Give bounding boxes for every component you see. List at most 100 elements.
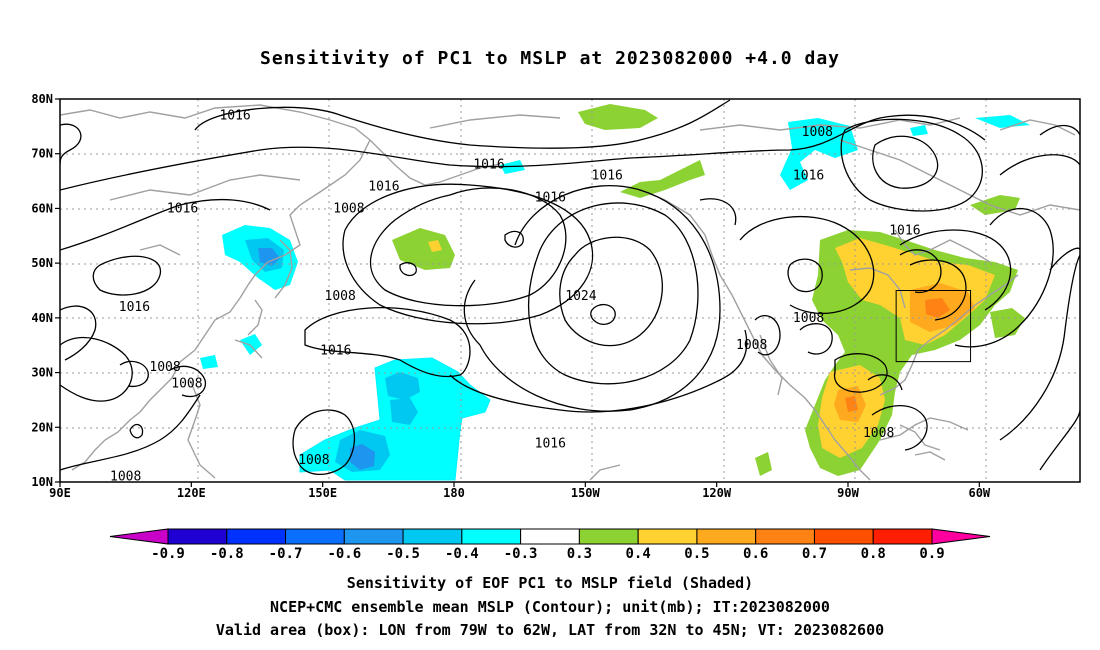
colorbar-label: -0.6 [327,546,361,562]
isobar-label: 1016 [592,169,623,184]
negative-sensitivity-core [258,248,280,266]
contour-line [1039,124,1080,136]
positive-sensitivity-region [578,104,658,130]
isobar-label: 1016 [119,300,150,315]
positive-sensitivity-region [970,195,1020,215]
contour-line [871,404,928,451]
contour-line [1039,409,1080,471]
colorbar-bin [520,528,580,545]
lat-tick-label: 50N [31,256,53,270]
colorbar-bin [872,528,933,545]
colorbar-label: -0.8 [210,546,244,562]
lat-tick-label: 20N [31,420,53,434]
negative-sensitivity-core [350,444,375,470]
isobar-label: 1008 [333,201,364,216]
contour-line [867,374,903,391]
colorbar-label: -0.4 [445,546,479,562]
colorbar-bin [461,528,522,545]
isobar-label: 1016 [219,108,250,123]
lon-tick-label: 120W [702,486,732,500]
lat-tick-label: 30N [31,366,53,380]
colorbar-label: 0.9 [919,546,944,562]
lon-tick-label: 90E [49,486,71,500]
colorbar-bin [285,528,345,545]
contour-line [527,202,699,385]
colorbar-label: 0.3 [567,546,592,562]
lat-tick-label: 70N [31,147,53,161]
isobar-label: 1008 [171,377,202,392]
lon-tick-label: 60W [968,486,990,500]
lat-tick-label: 60N [31,201,53,215]
contour-line [504,230,524,248]
colorbar-label: 0.7 [802,546,827,562]
contour-line [304,307,471,378]
latitude-labels: 80N 70N 60N 50N 40N 30N 20N 10N [31,92,60,489]
isobar-label: 1008 [793,311,824,326]
contour-line [119,360,149,388]
contour-line [342,183,594,325]
contour-line [787,258,823,293]
negative-sensitivity-region [975,115,1030,128]
colorbar-bin [637,528,698,545]
contour-line [833,353,888,393]
colorbar-bin [167,528,228,545]
colorbar-label: 0.6 [743,546,768,562]
isobar-label: 1008 [325,289,356,304]
colorbar-label: 0.8 [861,546,886,562]
isobar-label: 1016 [889,223,920,238]
contour-line [369,187,567,307]
contour-line [954,208,1054,348]
plot-title: Sensitivity of PC1 to MSLP at 2023082000… [259,48,840,69]
colorbar-bin [226,528,287,545]
contour-line [129,423,144,439]
colorbar-right-arrow [931,528,991,545]
contour-line [699,198,737,226]
colorbar-label: 0.4 [626,546,651,562]
contour-line [739,215,875,315]
colorbar: -0.9 -0.8 -0.7 -0.6 -0.5 -0.4 -0.3 0.3 0.4 0.5 0.6… [109,528,991,562]
mslp-contours [60,99,1080,476]
positive-sensitivity-region [620,160,705,198]
colorbar-left-arrow [109,528,169,545]
contour-line [754,315,781,356]
isobar-label: 1016 [535,437,566,452]
isobar-label: 1008 [802,125,833,140]
colorbar-label: -0.9 [151,546,185,562]
contour-line [60,123,82,166]
negative-sensitivity-region [200,355,218,369]
contour-line [559,236,663,347]
isobar-label: 1016 [167,201,198,216]
isobar-label: 1008 [736,338,767,353]
lon-tick-label: 90W [837,486,859,500]
graticule [60,99,1080,482]
colorbar-bin [343,528,404,545]
contour-line [60,114,986,191]
positive-sensitivity-region [428,240,442,252]
valid-area-box [895,290,972,363]
caption-line-1: Sensitivity of EOF PC1 to MSLP field (Sh… [346,574,754,592]
colorbar-label: 0.5 [684,546,709,562]
isobar-labels: 1016 1016 1016 1016 1016 1016 1016 1008 1008 1024… [110,108,921,484]
negative-sensitivity-core [390,398,418,425]
contour-line [463,279,481,346]
contour-line [292,409,356,476]
contour-line [60,305,97,361]
isobar-label: 1016 [320,344,351,359]
contour-line [840,118,983,212]
lon-tick-label: 180 [443,486,465,500]
negative-sensitivity-region [240,334,262,355]
positive-sensitivity-region [755,452,772,476]
contour-line [92,255,161,296]
isobar-label: 1016 [473,158,504,173]
contour-line [60,394,201,471]
colorbar-bin [696,528,757,545]
negative-sensitivity-core [385,372,420,400]
isobar-label: 1008 [863,426,894,441]
map-frame [59,98,1081,483]
contour-line [799,323,833,355]
contour-line [194,99,731,149]
colorbar-bin [402,528,463,545]
lat-tick-label: 40N [31,311,53,325]
longitude-labels: 90E 120E 150E 180 150W 120W 90W 60W [49,482,991,500]
